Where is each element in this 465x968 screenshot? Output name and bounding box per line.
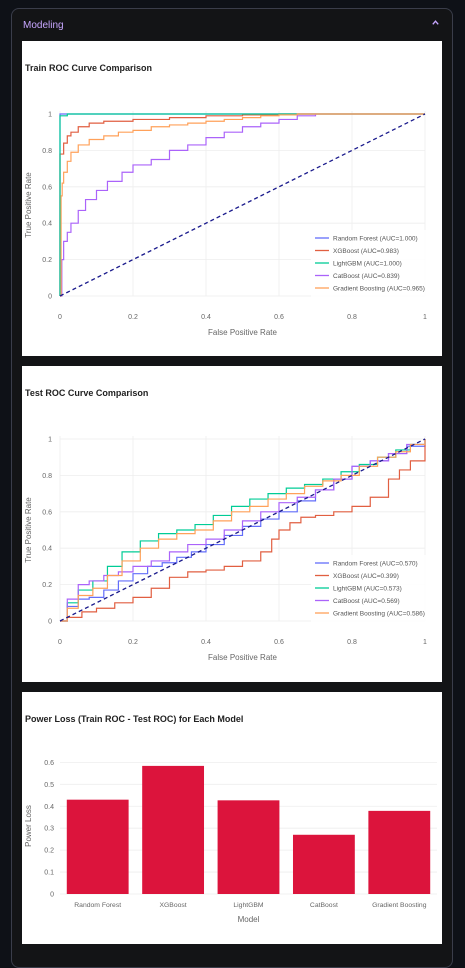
power-loss-chart: 0 0.1 0.2 0.3 0.4 0.5 0.6 Random Forest XGBoost L… (24, 760, 437, 924)
y-tick-label: 1 (48, 112, 52, 119)
y-tick-label: 0.2 (42, 257, 52, 264)
x-tick-label: LightGBM (233, 902, 264, 909)
x-tick-label: 0.6 (274, 639, 284, 646)
roc-line-catboost (60, 114, 317, 297)
diagonal-reference-line (59, 113, 426, 297)
bar-lightgbm (217, 800, 280, 894)
x-axis-label: False Positive Rate (208, 328, 277, 337)
x-tick-label: XGBoost (159, 902, 186, 909)
x-tick-label: 0 (58, 639, 62, 646)
x-axis-label: Model (238, 915, 260, 924)
chart-title: Train ROC Curve Comparison (25, 63, 153, 73)
legend-label: CatBoost (AUC=0.839) (333, 273, 400, 280)
x-tick-label: 0.2 (128, 314, 138, 321)
legend-label: Gradient Boosting (AUC=0.586) (333, 611, 425, 618)
y-tick-label: 0.8 (42, 473, 52, 480)
roc-line-xgboost (59, 113, 425, 296)
y-tick-label: 0 (50, 892, 54, 899)
y-tick-label: 0.4 (42, 546, 52, 553)
legend-label: Gradient Boosting (AUC=0.965) (333, 286, 425, 293)
x-tick-label: 0.4 (201, 314, 211, 321)
y-tick-label: 0.1 (44, 870, 54, 877)
bar-xgboost (142, 765, 205, 894)
y-axis-label: True Positive Rate (24, 172, 33, 238)
x-tick-label: 0 (58, 314, 62, 321)
bar-catboost (292, 834, 355, 894)
roc-line-xgboost (60, 439, 426, 622)
test-roc-card: Test ROC Curve Comparison 0 0.2 0.4 0.6 0.8 1… (22, 366, 442, 682)
x-tick-label: Random Forest (74, 902, 121, 909)
y-tick-label: 0.4 (44, 804, 54, 811)
legend-label: CatBoost (AUC=0.569) (333, 598, 400, 605)
y-tick-label: 0.6 (44, 760, 54, 767)
y-tick-label: 0.6 (42, 509, 52, 516)
x-tick-label: 1 (423, 639, 427, 646)
bar-gradient-boosting (368, 810, 431, 894)
y-tick-label: 0.3 (44, 826, 54, 833)
legend-label: Random Forest (AUC=0.570) (333, 561, 418, 568)
expander-header[interactable]: Modeling (12, 9, 452, 43)
test-roc-chart: 0 0.2 0.4 0.6 0.8 1 0 0.2 0.4 0.6 0.8 1 False Positi… (24, 436, 438, 662)
expander-title[interactable]: Modeling (23, 20, 64, 31)
y-axis-label: True Positive Rate (24, 497, 33, 563)
y-tick-label: 0.2 (44, 848, 54, 855)
y-tick-label: 0.6 (42, 184, 52, 191)
chevron-up-icon[interactable] (431, 18, 440, 30)
x-tick-label: 0.2 (128, 639, 138, 646)
train-roc-chart: 0 0.2 0.4 0.6 0.8 1 0 0.2 0.4 0.6 0.8 1 False Positi… (24, 111, 438, 337)
x-tick-label: 1 (423, 314, 427, 321)
legend-label: Random Forest (AUC=1.000) (333, 236, 418, 243)
legend-box (311, 230, 438, 297)
y-tick-label: 1 (48, 437, 52, 444)
legend-label: XGBoost (AUC=0.399) (333, 573, 399, 580)
legend-label: XGBoost (AUC=0.983) (333, 248, 399, 255)
x-tick-label: 0.8 (347, 639, 357, 646)
y-axis-label: Power Loss (24, 805, 33, 847)
legend-label: LightGBM (AUC=1.000) (333, 261, 402, 268)
roc-line-gradient-boosting (60, 439, 426, 622)
roc-line-gradient-boosting (60, 113, 425, 297)
x-axis-label: False Positive Rate (208, 653, 277, 662)
diagonal-reference-line (59, 438, 426, 622)
y-tick-label: 0.2 (42, 582, 52, 589)
chart-title: Power Loss (Train ROC - Test ROC) for Ea… (25, 714, 244, 724)
y-tick-label: 0.4 (42, 221, 52, 228)
chart-title: Test ROC Curve Comparison (25, 388, 149, 398)
y-tick-label: 0 (48, 619, 52, 626)
roc-line-lightgbm (59, 113, 425, 296)
y-tick-label: 0.5 (44, 782, 54, 789)
power-loss-card: Power Loss (Train ROC - Test ROC) for Ea… (22, 692, 442, 944)
legend-box (311, 555, 438, 622)
x-tick-label: 0.8 (347, 314, 357, 321)
y-tick-label: 0 (48, 294, 52, 301)
train-roc-card: Train ROC Curve Comparison 0 0.2 0.4 0.6 0.8… (22, 41, 442, 356)
x-tick-label: 0.6 (274, 314, 284, 321)
x-tick-label: 0.4 (201, 639, 211, 646)
x-tick-label: Gradient Boosting (372, 902, 427, 909)
y-tick-label: 0.8 (42, 148, 52, 155)
bar-random-forest (66, 799, 129, 894)
legend-label: LightGBM (AUC=0.573) (333, 586, 402, 593)
x-tick-label: CatBoost (310, 902, 338, 909)
